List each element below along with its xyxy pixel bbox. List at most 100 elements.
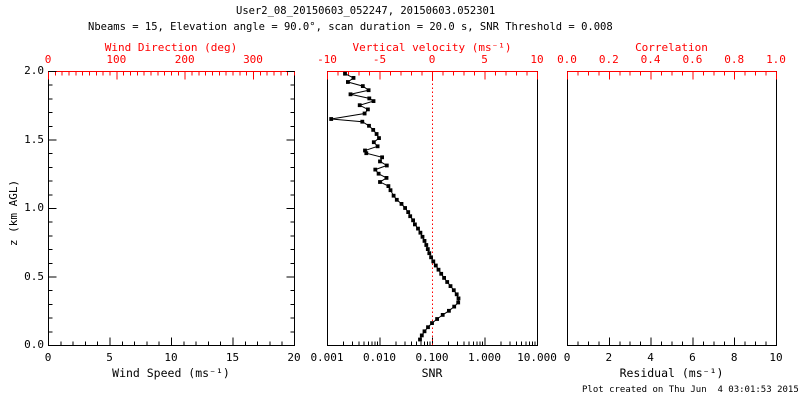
correlation-axis-title: Correlation — [635, 41, 708, 54]
snr-data-point — [329, 117, 334, 121]
x-tick-label: 0.010 — [362, 351, 397, 364]
x-tick-label: -10 — [317, 53, 337, 66]
snr-data-point — [378, 159, 382, 164]
snr-data-point — [422, 239, 427, 243]
y-tick-label: 0.5 — [24, 270, 44, 283]
wind-direction-axis-title: Wind Direction (deg) — [104, 41, 238, 54]
x-tick-label: 0 — [44, 53, 52, 66]
residual-axis-title: Residual (ms⁻¹) — [619, 366, 724, 380]
snr-data-point — [357, 103, 362, 108]
y-tick-label: 1.0 — [24, 201, 44, 214]
x-tick-label: 5 — [106, 351, 113, 364]
x-tick-label: 8 — [730, 351, 738, 364]
snr-data-point — [384, 163, 389, 168]
x-tick-label: 10 — [530, 53, 544, 66]
snr-data-point — [419, 333, 424, 338]
snr-data-point — [384, 176, 389, 180]
snr-data-point — [418, 230, 423, 235]
x-tick-label: 0.2 — [598, 53, 619, 66]
x-tick-label: 20 — [287, 351, 301, 364]
snr-data-point — [431, 259, 436, 264]
snr-data-point — [454, 292, 459, 297]
snr-data-point — [429, 255, 433, 260]
snr-data-point — [380, 155, 384, 160]
x-tick-label: 1.0 — [766, 53, 786, 66]
snr-data-point — [433, 263, 438, 268]
x-tick-label: 0.6 — [682, 53, 703, 66]
snr-data-point — [425, 247, 430, 251]
snr-data-point — [436, 267, 441, 272]
snr-data-point — [448, 284, 453, 288]
x-tick-label: 1.000 — [467, 351, 502, 364]
snr-data-point — [360, 84, 365, 88]
snr-data-point — [430, 321, 434, 325]
snr-data-point — [360, 119, 365, 124]
snr-data-point — [394, 197, 399, 202]
x-tick-label: 10.000 — [517, 351, 557, 364]
wind-speed-axis-title: Wind Speed (ms⁻¹) — [112, 366, 230, 380]
snr-data-point — [388, 188, 393, 193]
snr-data-point — [377, 136, 381, 140]
snr-data-point — [391, 193, 396, 198]
x-tick-label: 0 — [428, 53, 436, 66]
snr-data-point — [416, 226, 420, 231]
page-title: User2_08_20150603_052247, 20150603.05230… — [236, 5, 496, 17]
x-tick-label: 6 — [689, 351, 696, 364]
snr-data-point — [386, 184, 391, 188]
x-tick-label: 0.4 — [640, 53, 661, 66]
snr-data-point — [364, 151, 369, 156]
x-tick-label: 0.8 — [724, 53, 745, 66]
snr-data-point — [371, 140, 376, 145]
snr-data-point — [440, 313, 445, 317]
plot-created-timestamp: Plot created on Thu Jun 4 03:01:53 2015 — [582, 385, 799, 395]
panel-box — [48, 71, 295, 346]
panel-box — [567, 71, 777, 346]
snr-data-point — [362, 111, 367, 116]
x-tick-label: 100 — [106, 53, 127, 66]
x-tick-label: 10 — [164, 351, 178, 364]
x-tick-label: 4 — [647, 351, 654, 364]
snr-data-point — [363, 148, 367, 153]
x-tick-label: 300 — [243, 53, 263, 66]
snr-data-point — [374, 132, 379, 136]
snr-data-point — [375, 144, 380, 149]
snr-data-point — [411, 218, 415, 223]
snr-data-point — [445, 280, 450, 284]
snr-data-point — [456, 300, 461, 305]
snr-data-point — [424, 243, 429, 247]
snr-data-point — [367, 96, 372, 101]
snr-data-point — [426, 325, 430, 330]
snr-axis-title: SNR — [421, 366, 443, 380]
x-tick-label: 0.0 — [557, 53, 577, 66]
snr-data-point — [366, 88, 371, 93]
snr-data-point — [442, 276, 446, 280]
x-tick-label: 0.001 — [310, 351, 344, 364]
x-tick-label: 2 — [605, 351, 613, 364]
x-tick-label: -5 — [372, 53, 387, 66]
x-tick-label: 10 — [769, 351, 783, 364]
snr-data-point — [451, 288, 456, 293]
snr-data-point — [348, 92, 353, 97]
snr-data-point — [346, 80, 350, 84]
snr-data-point — [427, 251, 432, 256]
snr-data-point — [447, 308, 451, 313]
snr-data-point — [366, 107, 370, 112]
snr-data-point — [406, 210, 411, 214]
snr-profile-line — [331, 73, 460, 340]
snr-data-point — [452, 304, 457, 309]
snr-data-point — [435, 317, 439, 321]
x-tick-label: 0.100 — [415, 351, 449, 364]
x-tick-label: 15 — [225, 351, 240, 364]
page-subtitle: Nbeams = 15, Elevation angle = 90.0°, sc… — [88, 21, 613, 33]
snr-data-point — [420, 234, 425, 239]
vertical-velocity-axis-title: Vertical velocity (ms⁻¹) — [352, 41, 512, 54]
x-tick-label: 200 — [174, 53, 195, 66]
snr-data-point — [351, 76, 356, 80]
x-tick-label: 0 — [44, 351, 52, 364]
snr-data-point — [422, 329, 427, 334]
snr-data-point — [403, 206, 407, 210]
snr-data-point — [408, 214, 413, 219]
snr-data-point — [376, 171, 381, 176]
